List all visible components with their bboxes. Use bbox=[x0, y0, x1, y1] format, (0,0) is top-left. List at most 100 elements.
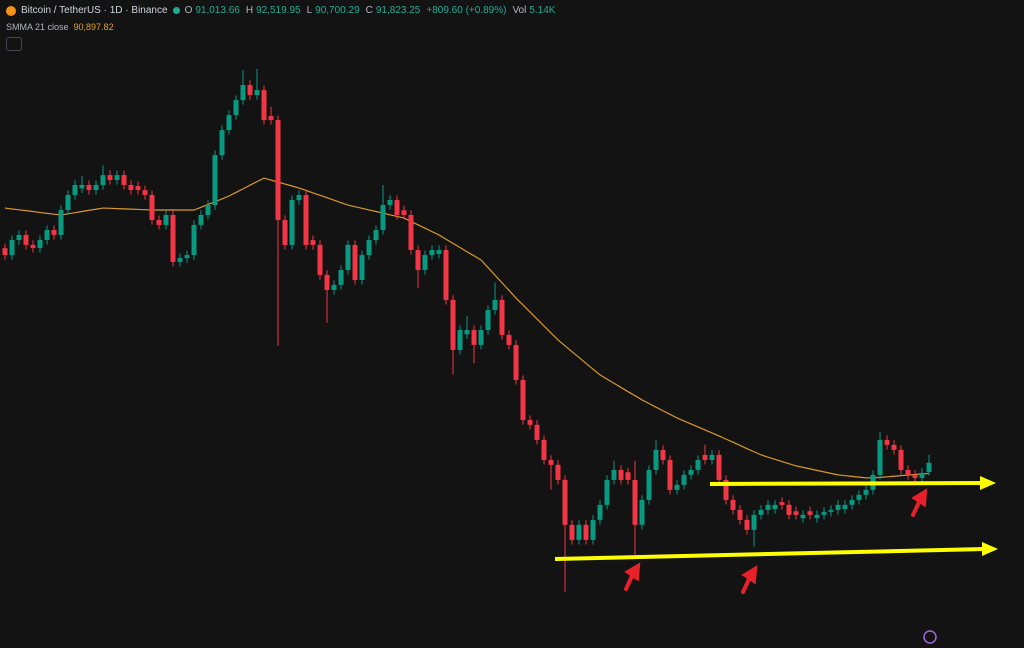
candle-body bbox=[555, 464, 561, 480]
candle-body bbox=[443, 250, 449, 300]
candle-body bbox=[65, 194, 71, 211]
candle-body bbox=[121, 175, 127, 185]
candle-body bbox=[72, 184, 78, 195]
candle-body bbox=[863, 489, 869, 495]
candle-body bbox=[625, 472, 631, 480]
candle-body bbox=[338, 270, 344, 285]
candle-body bbox=[324, 274, 330, 290]
candle-body bbox=[317, 244, 323, 275]
candle-body bbox=[93, 184, 99, 191]
candle-body bbox=[408, 214, 414, 251]
indicator-name: SMMA 21 close bbox=[6, 22, 69, 32]
candle-body bbox=[184, 255, 190, 259]
candle-body bbox=[240, 85, 246, 101]
candle-body bbox=[58, 210, 64, 235]
volume-label: Vol bbox=[512, 5, 527, 16]
collapse-button[interactable] bbox=[6, 37, 22, 51]
candle-body bbox=[401, 210, 407, 215]
candle-body bbox=[177, 258, 183, 262]
smma-line bbox=[4, 177, 930, 479]
open-label: O bbox=[184, 5, 193, 16]
candle-body bbox=[513, 344, 519, 380]
candle-body bbox=[597, 504, 603, 520]
candle-body bbox=[170, 214, 176, 262]
candle-body bbox=[534, 424, 540, 440]
header: Bitcoin / TetherUS · 1D · Binance O 91,01… bbox=[6, 5, 558, 16]
candle-body bbox=[828, 509, 834, 512]
candle-body bbox=[660, 449, 666, 460]
candle-body bbox=[737, 509, 743, 520]
candle-body bbox=[296, 194, 302, 201]
low-value: 90,700.29 bbox=[315, 5, 360, 16]
candle-body bbox=[100, 175, 106, 185]
resistance-line bbox=[709, 481, 984, 486]
candle-body bbox=[254, 90, 260, 96]
candle-body bbox=[247, 85, 253, 96]
candle-body bbox=[765, 504, 771, 510]
candle-body bbox=[478, 329, 484, 345]
candle-body bbox=[891, 444, 897, 450]
candle-body bbox=[366, 240, 372, 256]
low-label: L bbox=[306, 5, 313, 16]
status-dot bbox=[172, 7, 180, 14]
candle-body bbox=[387, 200, 393, 205]
candle-body bbox=[2, 248, 8, 256]
red-arrow-head bbox=[911, 488, 928, 508]
candle-body bbox=[786, 504, 792, 515]
candle-body bbox=[268, 116, 274, 121]
candle-body bbox=[429, 250, 435, 256]
open-value: 91,013.66 bbox=[195, 5, 240, 16]
candle-body bbox=[163, 214, 169, 225]
candle-body bbox=[16, 234, 22, 241]
candle-body bbox=[352, 244, 358, 280]
candle-body bbox=[576, 524, 582, 540]
candle-body bbox=[310, 240, 316, 245]
candle-body bbox=[723, 479, 729, 500]
candle-body bbox=[359, 255, 365, 280]
candle-body bbox=[415, 250, 421, 270]
candle-body bbox=[835, 504, 841, 510]
candle-body bbox=[485, 309, 491, 330]
candle-body bbox=[23, 234, 29, 245]
candle-body bbox=[793, 511, 799, 515]
candle-body bbox=[730, 499, 736, 510]
candle-body bbox=[142, 190, 148, 195]
candle-body bbox=[926, 462, 932, 473]
indicator-value: 90,897.82 bbox=[73, 22, 114, 32]
candle-body bbox=[604, 479, 610, 505]
indicator-legend: SMMA 21 close 90,897.82 bbox=[6, 22, 114, 32]
candle-body bbox=[618, 469, 624, 480]
icon[interactable] bbox=[923, 630, 937, 644]
candle-body bbox=[674, 484, 680, 490]
candle-body bbox=[380, 204, 386, 231]
red-arrow-head bbox=[741, 565, 758, 585]
candle-body bbox=[569, 524, 575, 540]
candle-body bbox=[373, 230, 379, 241]
candle-body bbox=[800, 514, 806, 519]
candle-body bbox=[471, 329, 477, 345]
candle-body bbox=[436, 250, 442, 254]
candle-body bbox=[499, 299, 505, 335]
candle-body bbox=[744, 519, 750, 530]
candle-body bbox=[107, 175, 113, 181]
candle-body bbox=[520, 379, 526, 420]
candle-body bbox=[716, 454, 722, 480]
candle-body bbox=[807, 511, 813, 515]
candle-body bbox=[464, 329, 470, 335]
high-label: H bbox=[245, 5, 254, 16]
candle-body bbox=[289, 200, 295, 245]
candle-body bbox=[856, 494, 862, 500]
candle-body bbox=[457, 329, 463, 350]
candle-body bbox=[233, 100, 239, 116]
arrow-head bbox=[982, 542, 998, 556]
candle-body bbox=[149, 194, 155, 221]
candle-body bbox=[135, 186, 141, 191]
candle-body bbox=[303, 194, 309, 245]
candle-body bbox=[128, 184, 134, 191]
candle-body bbox=[905, 469, 911, 475]
candle-body bbox=[345, 244, 351, 270]
candle-body bbox=[219, 130, 225, 156]
change: +809.60 (+0.89%) bbox=[426, 5, 507, 16]
candle-body bbox=[44, 230, 50, 241]
